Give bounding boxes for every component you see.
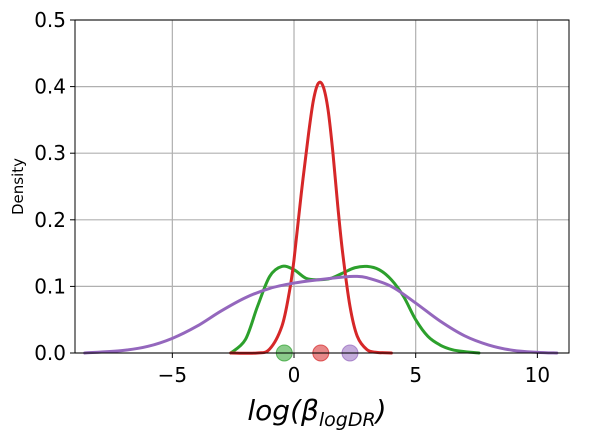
series-0-line bbox=[229, 264, 481, 355]
axis-ticks: −5 0 5 10 0.0 0.1 0.2 0.3 0.4 0.5 bbox=[34, 8, 550, 387]
series-lines bbox=[83, 80, 559, 355]
y-tick-label: 0.3 bbox=[34, 141, 66, 165]
y-tick-label: 0.2 bbox=[34, 208, 66, 232]
y-axis-label: Density bbox=[9, 158, 27, 215]
series-1-line bbox=[229, 80, 393, 355]
x-tick-label: 5 bbox=[409, 363, 422, 387]
y-tick-label: 0.5 bbox=[34, 8, 66, 32]
x-tick-label: −5 bbox=[158, 363, 187, 387]
x-tick-label: 0 bbox=[288, 363, 301, 387]
x-axis-label: log(βlogDR) bbox=[247, 394, 386, 431]
y-tick-label: 0.4 bbox=[34, 75, 66, 99]
x-axis-label-base: log(β bbox=[247, 394, 319, 427]
x-tick-label: 10 bbox=[525, 363, 550, 387]
y-tick-label: 0.1 bbox=[34, 274, 66, 298]
plot-frame bbox=[74, 19, 570, 354]
x-axis-label-close: ) bbox=[374, 394, 387, 427]
series-2-line bbox=[83, 274, 559, 355]
y-tick-label: 0.0 bbox=[34, 341, 66, 365]
x-axis-label-subscript: logDR bbox=[319, 409, 376, 431]
